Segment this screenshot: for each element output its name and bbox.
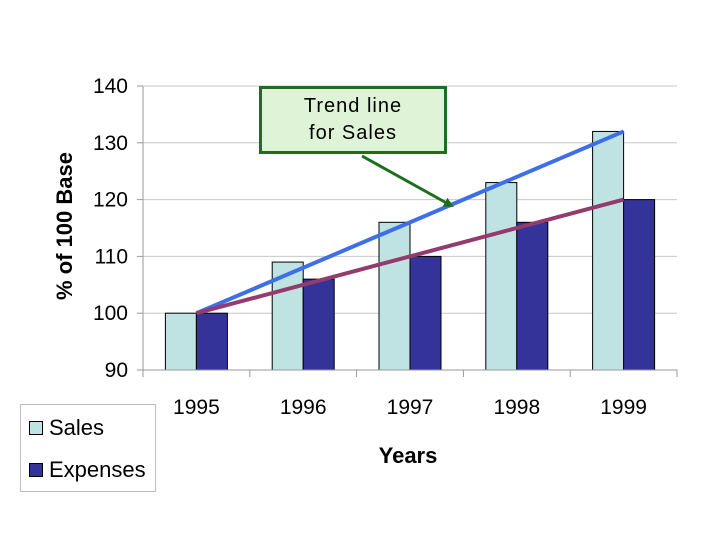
legend-item-expenses: Expenses bbox=[29, 457, 146, 483]
y-axis-title: % of 100 Base bbox=[52, 152, 77, 300]
bar-expenses-1997 bbox=[409, 255, 442, 371]
y-tick-label: 90 bbox=[105, 359, 128, 382]
bar-sales-1997 bbox=[378, 221, 411, 371]
callout-arrow bbox=[361, 154, 454, 208]
trend-line-callout: Trend line for Sales bbox=[259, 86, 447, 154]
bar-expenses-1996 bbox=[302, 278, 335, 371]
bar-expenses-1998 bbox=[516, 221, 549, 371]
x-tick-label: 1999 bbox=[600, 396, 647, 419]
x-tick-label: 1995 bbox=[173, 396, 220, 419]
x-tick-label: 1998 bbox=[493, 396, 540, 419]
y-tick-label: 100 bbox=[93, 302, 128, 325]
x-tick-label: 1996 bbox=[280, 396, 327, 419]
trend-line-expenses bbox=[195, 197, 625, 316]
y-tick-label: 130 bbox=[93, 132, 128, 155]
trend-line-sales bbox=[195, 129, 625, 316]
axes bbox=[137, 85, 678, 377]
callout-line-2: for Sales bbox=[309, 122, 397, 144]
bar-expenses-1999 bbox=[623, 199, 656, 371]
legend-item-sales: Sales bbox=[29, 415, 104, 441]
legend-label-sales: Sales bbox=[49, 415, 105, 440]
x-tick-label: 1997 bbox=[387, 396, 434, 419]
callout-line-1: Trend line bbox=[303, 95, 403, 117]
legend: Sales Expenses bbox=[20, 404, 156, 492]
bar-expenses-1995 bbox=[195, 312, 228, 371]
bar-sales-1999 bbox=[592, 130, 625, 371]
tick-labels: 90 100 110 120 130 140 1995 1996 1997 1998 1999 bbox=[93, 75, 647, 419]
bar-sales-1998 bbox=[485, 182, 518, 371]
bars bbox=[164, 130, 656, 371]
legend-swatch-sales bbox=[29, 421, 43, 435]
legend-label-expenses: Expenses bbox=[49, 457, 146, 482]
y-tick-label: 120 bbox=[93, 189, 128, 212]
legend-swatch-expenses bbox=[29, 463, 43, 477]
bar-sales-1995 bbox=[164, 312, 197, 371]
y-tick-label: 110 bbox=[95, 245, 128, 268]
x-axis-title: Years bbox=[379, 443, 438, 468]
trend-lines bbox=[195, 129, 625, 316]
y-tick-label: 140 bbox=[93, 75, 128, 98]
